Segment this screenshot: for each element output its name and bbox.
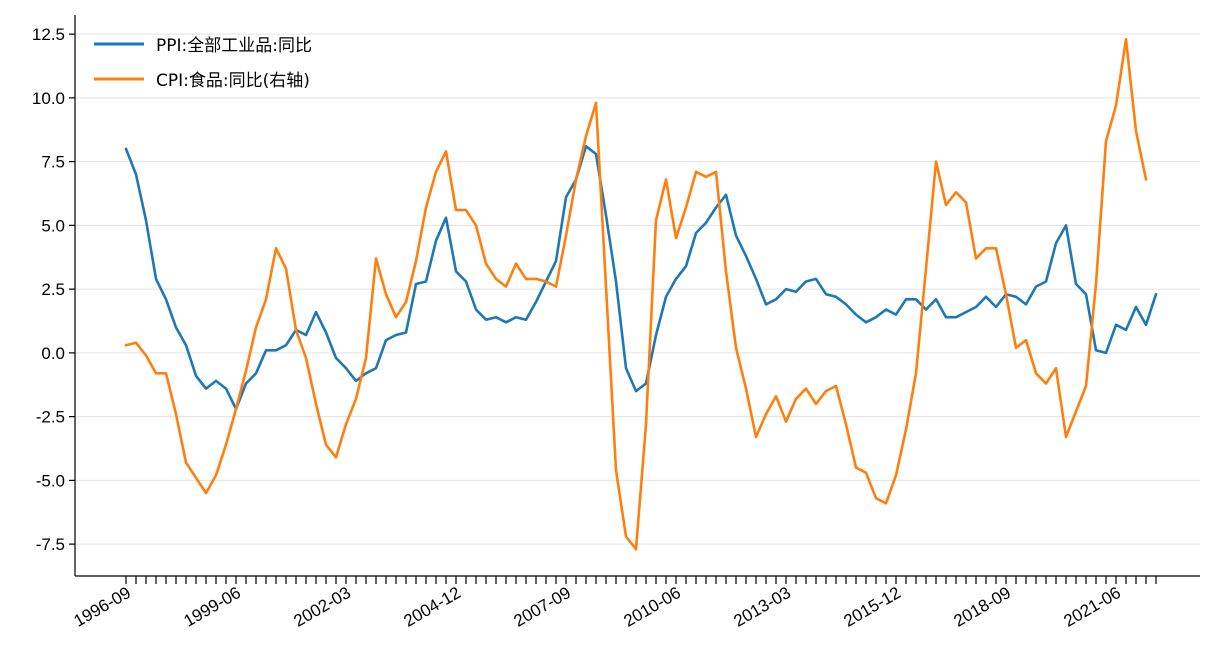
y-tick-label: 0.0	[41, 344, 65, 363]
x-tick-label: 2004-12	[400, 583, 464, 631]
y-tick-label: -2.5	[36, 408, 65, 427]
y-tick-label: -5.0	[36, 471, 65, 490]
legend-label-cpi-food: CPI:食品:同比(右轴)	[156, 71, 310, 91]
legend-item-ppi: PPI:全部工业品:同比	[94, 36, 312, 56]
legend-item-cpi-food: CPI:食品:同比(右轴)	[94, 71, 310, 91]
x-tick-label: 2018-09	[950, 583, 1014, 631]
x-tick-label: 2010-06	[620, 583, 684, 631]
x-axis: 1996-09 1999-06 2002-03 2004-12 2007-09 2010-…	[70, 576, 1157, 631]
y-tick-label: -7.5	[36, 535, 65, 554]
gridlines	[75, 33, 1200, 545]
y-tick-label: 5.0	[41, 216, 65, 235]
x-tick-label: 1996-09	[70, 583, 134, 631]
x-tick-label: 2002-03	[290, 583, 354, 631]
x-tick-label: 2015-12	[840, 583, 904, 631]
legend-label-ppi: PPI:全部工业品:同比	[156, 36, 312, 56]
series-lines	[124, 37, 1158, 551]
y-tick-label: 12.5	[32, 25, 65, 44]
y-tick-label: 10.0	[32, 89, 65, 108]
series-line-cpi-food	[124, 37, 1148, 551]
x-tick-label: 2007-09	[510, 583, 574, 631]
y-tick-label: 7.5	[41, 153, 65, 172]
legend: PPI:全部工业品:同比 CPI:食品:同比(右轴)	[94, 36, 312, 91]
x-tick-label: 1999-06	[180, 583, 244, 631]
x-tick-label: 2013-03	[730, 583, 794, 631]
y-axis: -7.5 -5.0 -2.5 0.0 2.5 5.0 7.5 10.0 12.5	[32, 25, 75, 554]
x-tick-label: 2021-06	[1060, 583, 1124, 631]
y-tick-label: 2.5	[41, 280, 65, 299]
